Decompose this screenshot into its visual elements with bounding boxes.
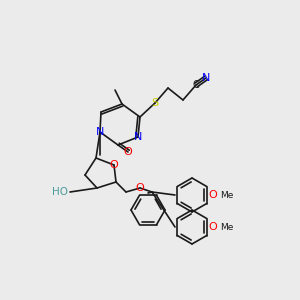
Text: O: O: [110, 160, 118, 170]
Text: O: O: [208, 222, 217, 232]
Text: Me: Me: [220, 223, 233, 232]
Text: N: N: [96, 127, 104, 137]
Text: O: O: [136, 183, 144, 193]
Text: O: O: [208, 190, 217, 200]
Text: O: O: [124, 147, 132, 157]
Text: Me: Me: [220, 190, 233, 200]
Text: C: C: [193, 80, 200, 90]
Text: S: S: [152, 98, 159, 108]
Text: N: N: [202, 73, 210, 83]
Text: N: N: [134, 132, 142, 142]
Text: HO: HO: [52, 187, 68, 197]
